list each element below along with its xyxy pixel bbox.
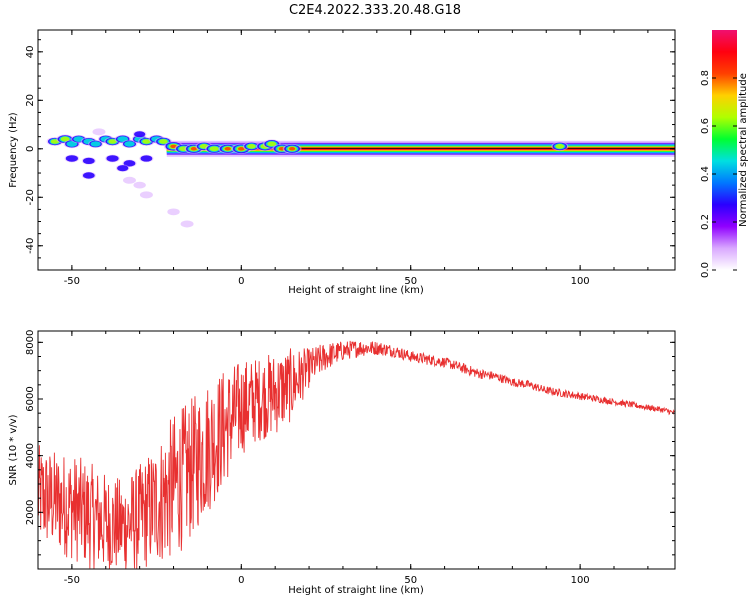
spectrogram-xtick-label: -50 [64,276,80,287]
snr-panel: -50 0 50 100 2000 4000 6000 8000 Height of stra… [8,330,676,596]
spectrogram-cluster [282,143,302,154]
colorbar-tick-label: 0.4 [700,166,711,182]
ridge-band-5 [166,147,675,151]
spectrogram-cluster [205,144,224,154]
spectrogram-xtick-label: 0 [238,276,244,287]
colorbar-label: Normalized spectral amplitude [738,73,749,227]
snr-xtick-label: 100 [571,575,590,586]
snr-xtick-label: 50 [404,575,417,586]
spectrogram-cluster [133,181,146,189]
spectrogram-ticks: -50 0 50 100 -40 -20 0 20 40 [25,30,675,287]
snr-xlabel: Height of straight line (km) [288,585,424,596]
snr-frame [37,330,676,570]
spectrogram-panel: -50 0 50 100 -40 -20 0 20 40 Height of straight … [8,29,676,296]
spectrogram-cluster [180,220,194,228]
spectrogram-cluster [167,208,180,216]
colorbar-tick-label: 0.6 [700,118,711,134]
snr-series-line [38,340,675,569]
spectrogram-cluster [105,154,120,163]
snr-ytick-label: 2000 [25,500,36,525]
colorbar-tick-label: 0.8 [700,70,711,86]
spectrogram-cluster [154,137,173,147]
snr-ytick-label: 4000 [25,443,36,468]
spectrogram-frame [37,29,676,271]
spectrogram-cluster [92,128,106,136]
colorbar-tick-label: 0.2 [700,214,711,230]
colorbar: 0.0 0.2 0.4 0.6 0.8 Normalized spectral ampl… [700,30,749,278]
spectrogram-cluster [64,154,80,163]
snr-xtick-label: 0 [238,575,244,586]
spectrogram-cluster [123,176,136,184]
spectrogram-cluster [242,141,261,151]
spectrogram-ytick-label: -20 [25,189,36,205]
spectrogram-cluster [121,139,138,149]
spectrogram-ytick-label: 40 [25,45,36,58]
spectrogram-cluster [81,171,96,180]
snr-xtick-label: -50 [64,575,80,586]
colorbar-ticks: 0.0 0.2 0.4 0.6 0.8 [700,70,737,278]
figure-title: C2E4.2022.333.20.48.G18 [289,3,461,18]
spectrogram-cluster [139,191,153,199]
colorbar-bar [712,30,737,270]
snr-ytick-label: 6000 [25,386,36,411]
spectrogram-ylabel: Frequency (Hz) [8,112,19,188]
spectrogram-cluster [88,139,104,148]
spectrogram-ytick-label: 0 [25,146,36,152]
snr-ytick-label: 8000 [25,330,36,355]
snr-ticks: -50 0 50 100 2000 4000 6000 8000 [25,330,675,586]
spectrogram-cluster [218,143,238,154]
spectrogram-xlabel: Height of straight line (km) [288,285,424,296]
colorbar-tick-label: 0.0 [700,262,711,278]
spectrogram-cluster [551,141,569,151]
snr-ylabel: SNR (10 * v/v) [8,414,19,485]
spectrogram-xtick-label: 50 [404,276,417,287]
spectrogram-cluster [132,130,147,138]
spectrogram-ytick-label: 20 [25,94,36,107]
spectrogram-cluster [139,154,154,163]
spectrogram-heat-layer [46,128,675,228]
spectrogram-xtick-label: 100 [571,276,590,287]
spectrogram-cluster [115,164,130,172]
spectrogram-cluster [81,157,96,165]
spectrogram-ytick-label: -40 [25,238,36,254]
